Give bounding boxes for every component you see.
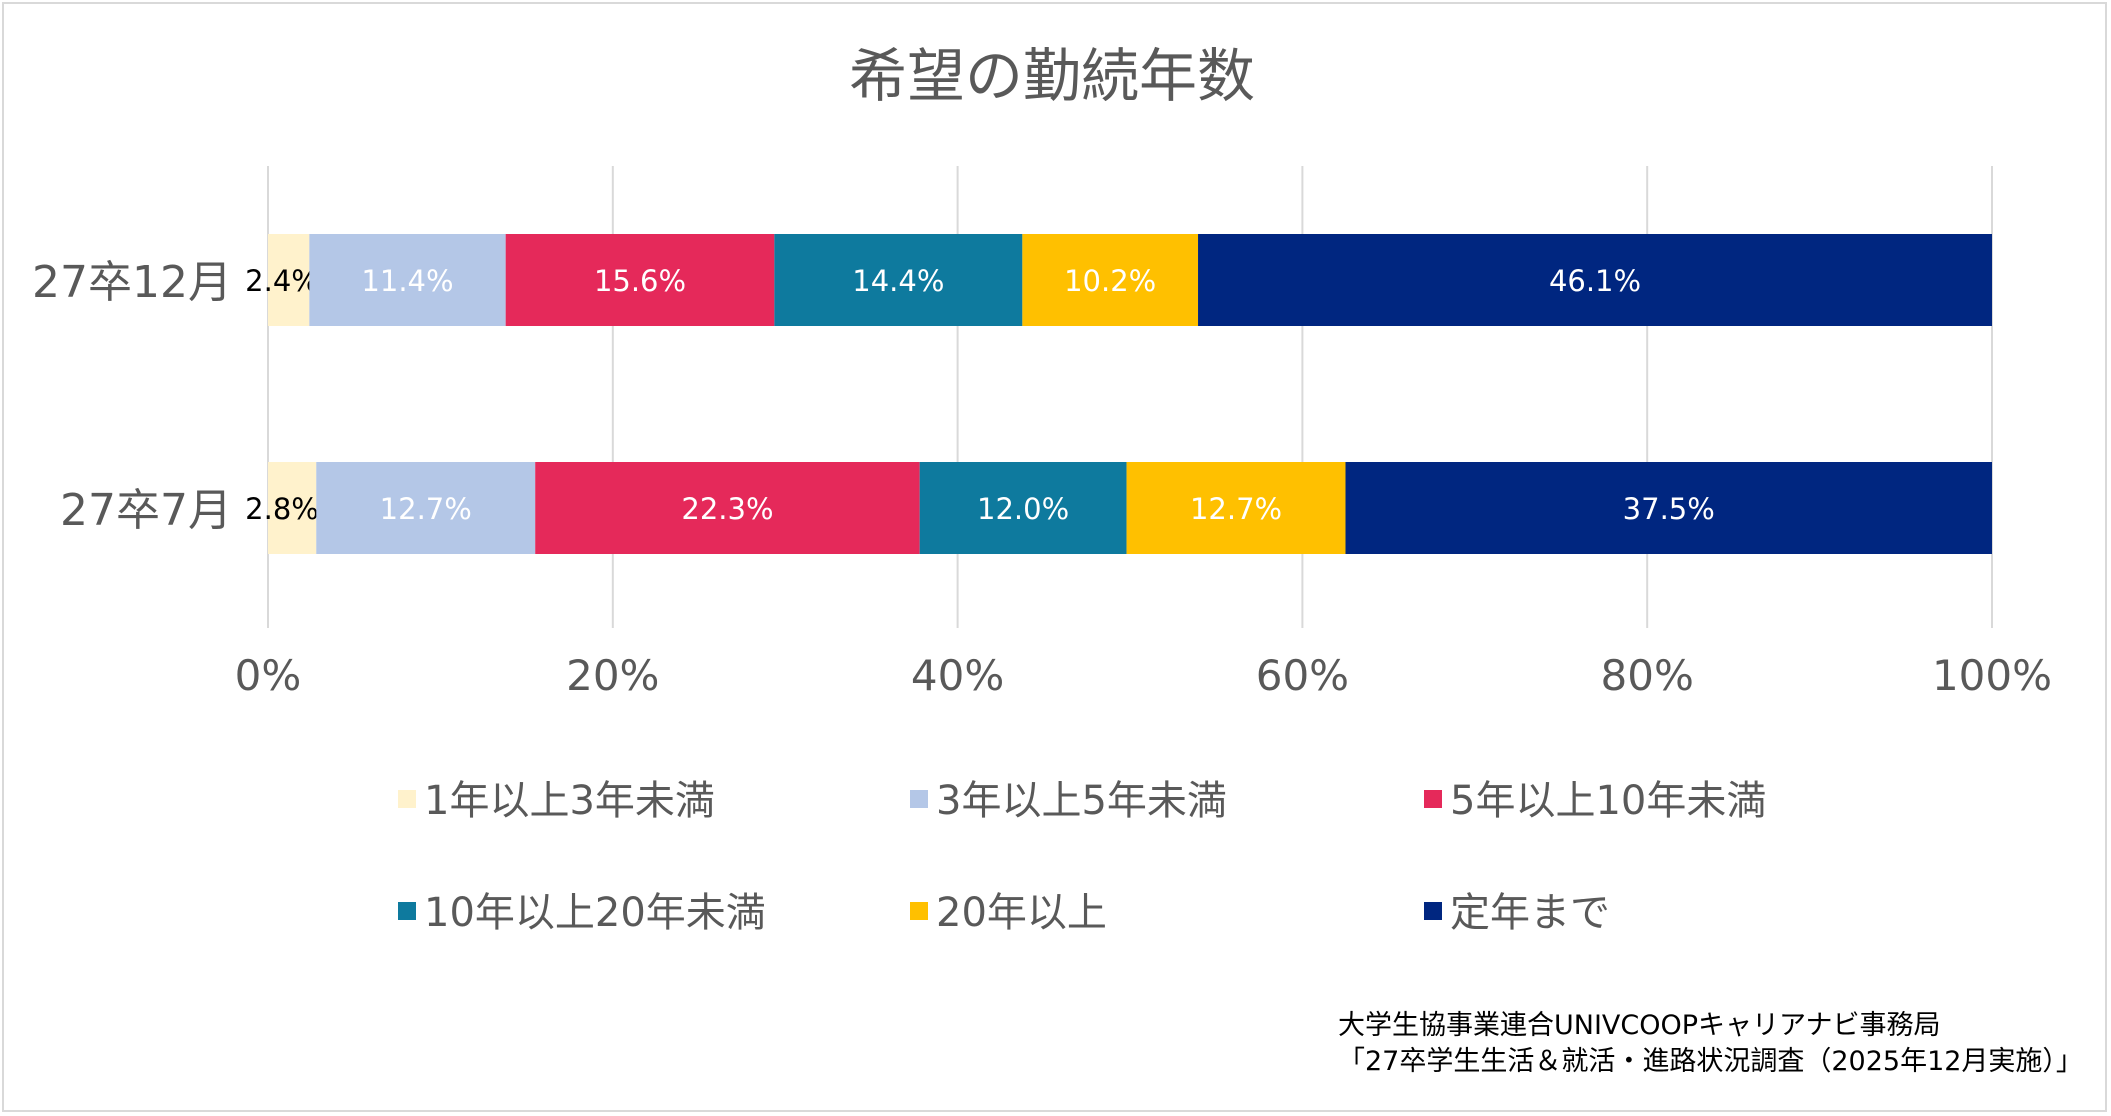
legend-label: 10年以上20年未満 [424,890,766,936]
bar-segment [774,234,1023,326]
legend-item: 定年まで [1424,890,1610,936]
bar-segment [1198,234,1992,326]
x-tick-label: 100% [1932,651,2052,700]
category-axis: 27卒12月 27卒7月 [32,257,232,536]
bar-segment [1126,462,1346,554]
category-label: 27卒7月 [60,485,232,536]
data-label: 22.3% [681,492,773,526]
legend-swatch [1424,902,1442,920]
legend-swatch [910,902,928,920]
source-line: 「27卒学生生活＆就活・進路状況調査（2025年12月実施）」 [1338,1046,2083,1077]
x-tick-label: 80% [1601,651,1694,700]
source-note: 大学生協事業連合UNIVCOOPキャリアナビ事務局「27卒学生生活＆就活・進路状… [1338,1010,2083,1077]
legend-label: 20年以上 [936,890,1107,936]
value-axis: 0% 20% 40% 60% 80% 100% [235,651,2052,700]
data-label: 12.0% [977,492,1069,526]
bar-segment [316,462,536,554]
x-tick-label: 40% [911,651,1004,700]
x-tick-label: 60% [1256,651,1349,700]
bar-segment [535,462,920,554]
data-label: 15.6% [594,264,686,298]
legend-label: 5年以上10年未満 [1450,778,1766,824]
data-label: 11.4% [361,264,453,298]
legend-item: 20年以上 [910,890,1107,936]
bar-segment [1345,462,1992,554]
category-label: 27卒12月 [32,257,232,308]
x-tick-label: 0% [235,651,302,700]
bar-segment [309,234,506,326]
bar-segment [919,462,1127,554]
chart-title: 希望の勤続年数 [849,42,1255,110]
data-label: 2.8% [245,492,319,526]
legend-item: 10年以上20年未満 [398,890,766,936]
x-tick-label: 20% [566,651,659,700]
data-label: 46.1% [1549,264,1641,298]
legend-swatch [398,790,416,808]
data-label: 12.7% [380,492,472,526]
legend-label: 3年以上5年未満 [936,778,1227,824]
bar-segment [268,234,310,326]
legend-label: 1年以上3年未満 [424,778,715,824]
data-label: 14.4% [852,264,944,298]
source-line: 大学生協事業連合UNIVCOOPキャリアナビ事務局 [1338,1010,1941,1041]
legend-item: 5年以上10年未満 [1424,778,1766,824]
legend-item: 1年以上3年未満 [398,778,715,824]
data-label: 37.5% [1623,492,1715,526]
data-label: 2.4% [245,264,319,298]
legend: 1年以上3年未満 3年以上5年未満 5年以上10年未満 10年以上20年未満 20年以上… [398,778,1766,936]
legend-swatch [398,902,416,920]
bars: 2.4% 11.4% 15.6% 14.4% 10.2% 46.1% 2.8% 12.7% 22… [245,234,1992,554]
legend-label: 定年まで [1450,890,1610,936]
bar-segment [268,462,317,554]
bar-segment [505,234,775,326]
legend-item: 3年以上5年未満 [910,778,1227,824]
legend-swatch [1424,790,1442,808]
bar-segment [1022,234,1199,326]
data-label: 10.2% [1064,264,1156,298]
legend-swatch [910,790,928,808]
data-label: 12.7% [1190,492,1282,526]
